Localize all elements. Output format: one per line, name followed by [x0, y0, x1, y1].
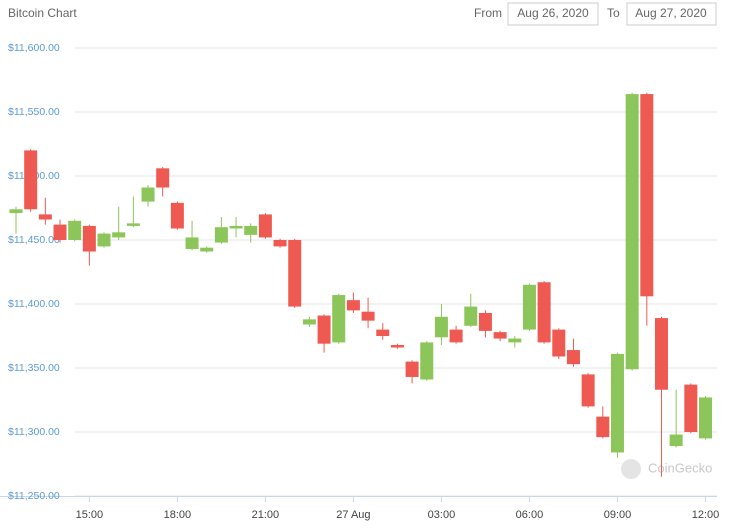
y-tick-label: $11,250.00: [8, 490, 60, 502]
candle-body: [185, 237, 199, 249]
candle-body: [38, 214, 52, 220]
candle-body: [156, 168, 170, 188]
candle-body: [244, 225, 258, 235]
candle-body: [82, 225, 96, 252]
watermark: CoinGecko: [648, 460, 712, 475]
candle-body: [214, 227, 228, 243]
candle-body: [317, 315, 331, 344]
candle-body: [537, 282, 551, 343]
x-tick-label: 12:00: [692, 509, 720, 521]
candle-body: [346, 300, 360, 311]
y-tick-label: $11,600.00: [8, 42, 60, 54]
candle-body: [508, 338, 522, 343]
candle-body: [170, 202, 184, 229]
x-tick-label: 15:00: [76, 509, 104, 521]
candle-body: [273, 240, 287, 247]
chart-title: Bitcoin Chart: [8, 6, 77, 20]
y-tick-label: $11,550.00: [8, 106, 60, 118]
candle-body: [332, 295, 346, 343]
watermark-logo: [621, 459, 641, 479]
candle-body: [68, 220, 82, 240]
x-tick-label: 03:00: [428, 509, 456, 521]
candle-body: [434, 316, 448, 338]
candle-body: [625, 94, 639, 370]
candle-body: [361, 311, 375, 321]
to-label: To: [607, 6, 620, 20]
x-tick-label: 18:00: [164, 509, 192, 521]
candle-body: [302, 319, 316, 325]
candle-body: [376, 329, 390, 336]
candle-body: [596, 416, 610, 438]
candle-body: [581, 374, 595, 407]
candle-body: [684, 384, 698, 432]
candle-body: [229, 225, 243, 229]
candle-body: [566, 350, 580, 365]
candle-body: [449, 329, 463, 343]
candle-body: [97, 233, 111, 247]
from-date: Aug 26, 2020: [517, 6, 589, 20]
x-tick-label: 21:00: [252, 509, 280, 521]
candle-body: [478, 312, 492, 331]
y-tick-label: $11,350.00: [8, 362, 60, 374]
candle-body: [640, 94, 654, 297]
y-tick-label: $11,300.00: [8, 426, 60, 438]
candle-body: [420, 342, 434, 380]
candle-body: [493, 332, 507, 339]
candle-body: [654, 318, 668, 390]
candle-body: [53, 224, 67, 240]
candle-body: [200, 247, 214, 252]
x-tick-label: 09:00: [604, 509, 632, 521]
candle-body: [552, 329, 566, 357]
from-input[interactable]: [507, 2, 599, 26]
candle-body: [141, 187, 155, 202]
candle-body: [126, 223, 140, 226]
candle-body: [112, 232, 126, 238]
from-label: From: [474, 6, 502, 20]
candle-body: [464, 306, 478, 326]
y-tick-label: $11,400.00: [8, 298, 60, 310]
candle-body: [288, 240, 302, 307]
candle-body: [669, 434, 683, 447]
candle-body: [24, 150, 38, 210]
y-tick-label: $11,450.00: [8, 234, 60, 246]
candle-body: [258, 214, 272, 238]
candle-body: [522, 284, 536, 330]
candle-body: [698, 397, 712, 439]
candle-body: [610, 353, 624, 453]
candle-body: [9, 209, 23, 214]
to-date: Aug 27, 2020: [635, 6, 707, 20]
candle-body: [390, 344, 404, 348]
candle-body: [405, 361, 419, 377]
to-input[interactable]: [626, 2, 717, 26]
x-tick-label: 27 Aug: [336, 509, 370, 521]
x-tick-label: 06:00: [516, 509, 544, 521]
